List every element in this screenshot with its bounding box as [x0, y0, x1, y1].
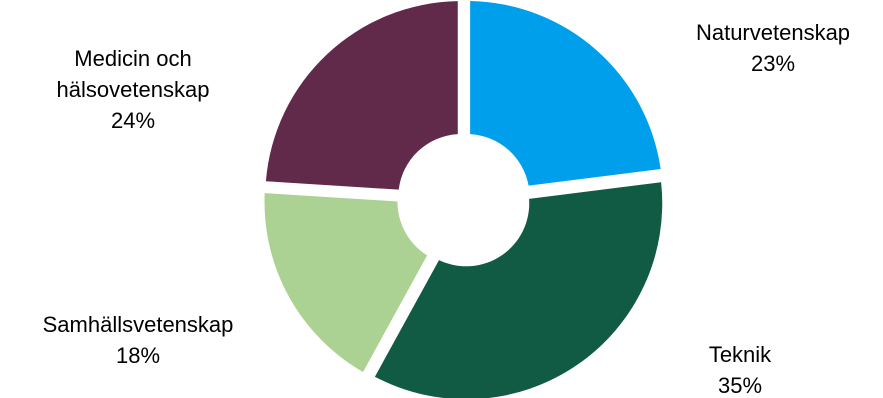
slice-name-label: Teknik — [709, 342, 772, 367]
donut-slice-naturvetenskap — [470, 1, 661, 186]
slice-name-label: Samhällsvetenskap — [43, 312, 234, 337]
slice-value-label: 18% — [116, 343, 160, 368]
slice-label-teknik: Teknik 35% — [709, 342, 772, 398]
slice-value-label: 35% — [718, 373, 762, 398]
slice-name-label: hälsovetenskap — [57, 77, 210, 102]
slice-label-naturvetenskap: Naturvetenskap 23% — [696, 20, 850, 76]
donut-slice-medicin-och-h-lsovetenskap — [265, 1, 458, 190]
slice-label-medicin-och-h-lsovetenskap: Medicin och hälsovetenskap 24% — [57, 46, 210, 133]
donut-slice-teknik — [374, 182, 663, 398]
slice-labels: Naturvetenskap 23% Teknik 35% Samhällsvetens… — [43, 20, 850, 398]
slice-name-label: Naturvetenskap — [696, 20, 850, 45]
slice-value-label: 23% — [751, 51, 795, 76]
slice-name-label: Medicin och — [74, 46, 191, 71]
donut-slices — [264, 1, 663, 398]
slice-value-label: 24% — [111, 108, 155, 133]
slice-label-samh-llsvetenskap: Samhällsvetenskap 18% — [43, 312, 234, 368]
donut-slice-samh-llsvetenskap — [264, 193, 428, 372]
